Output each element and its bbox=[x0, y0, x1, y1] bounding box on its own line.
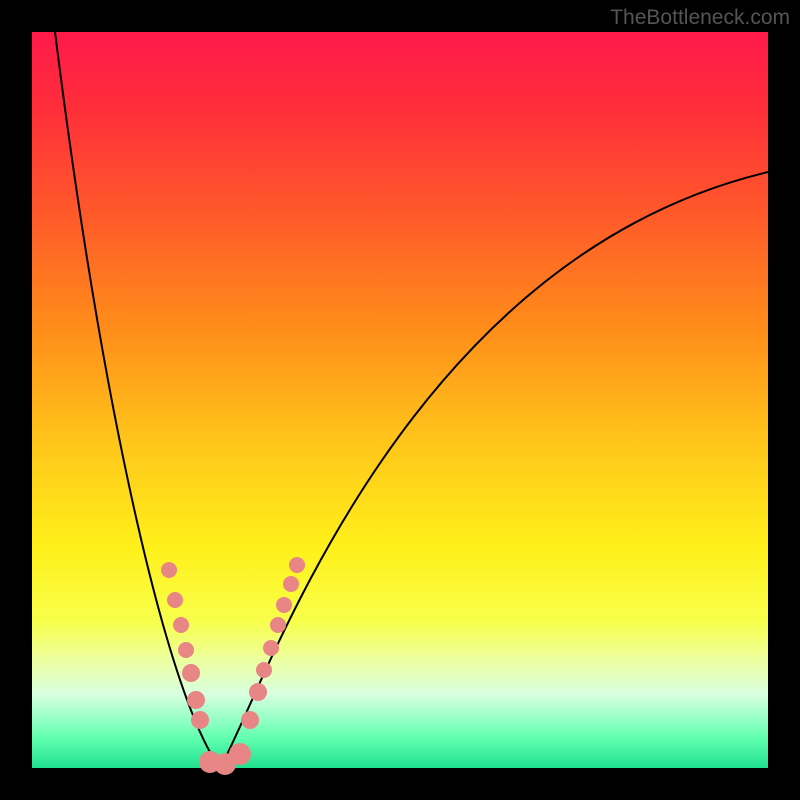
data-marker bbox=[161, 562, 177, 578]
data-marker bbox=[289, 557, 305, 573]
data-marker bbox=[276, 597, 292, 613]
watermark-text: TheBottleneck.com bbox=[610, 6, 790, 30]
data-marker bbox=[283, 576, 299, 592]
data-marker bbox=[191, 711, 209, 729]
data-marker bbox=[187, 691, 205, 709]
bottleneck-chart bbox=[0, 0, 800, 800]
data-marker bbox=[182, 664, 200, 682]
data-marker bbox=[173, 617, 189, 633]
data-marker bbox=[256, 662, 272, 678]
chart-background bbox=[32, 32, 768, 768]
data-marker bbox=[167, 592, 183, 608]
data-marker bbox=[178, 642, 194, 658]
data-marker bbox=[241, 711, 259, 729]
chart-container: TheBottleneck.com bbox=[0, 0, 800, 800]
data-marker bbox=[229, 743, 251, 765]
data-marker bbox=[270, 617, 286, 633]
data-marker bbox=[249, 683, 267, 701]
data-marker bbox=[263, 640, 279, 656]
